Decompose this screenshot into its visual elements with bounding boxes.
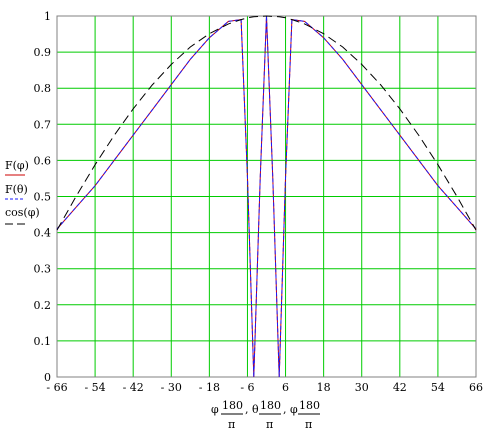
xlabel-den-2: π [266, 418, 273, 431]
series-group [56, 15, 477, 378]
xlabel-num-2: 180 [260, 399, 281, 412]
y-tick-label-8: 0.8 [34, 82, 52, 95]
y-tick-label-10: 1 [44, 10, 51, 23]
y-tick-label-4: 0.4 [34, 227, 52, 240]
x-tick-label-4: - 18 [199, 381, 220, 394]
x-tick-label-5: - 6 [240, 381, 254, 394]
y-tick-label-3: 0.3 [34, 263, 52, 276]
grid [56, 15, 477, 378]
x-axis-label: φ 180 π , θ 180 π , φ 180 π [211, 399, 320, 431]
y-tick-label-2: 0.2 [34, 299, 52, 312]
y-tick-label-6: 0.6 [34, 154, 52, 167]
x-tick-label-8: 30 [355, 381, 369, 394]
series-line-2 [56, 15, 477, 231]
y-tick-label-7: 0.7 [34, 118, 52, 131]
series-line-1 [56, 15, 477, 378]
x-tick-label-2: - 42 [123, 381, 144, 394]
y-tick-label-9: 0.9 [34, 46, 52, 59]
legend-label-0: F(φ) [5, 159, 29, 172]
xlabel-den-1: π [228, 418, 235, 431]
xlabel-var-2: , θ [245, 403, 259, 416]
xlabel-var-3: , φ [283, 403, 298, 416]
legend-label-1: F(θ) [5, 183, 28, 196]
x-tick-label-0: - 66 [46, 381, 67, 394]
xlabel-var-1: φ [211, 403, 219, 416]
y-tick-labels: 0 0.1 0.2 0.3 0.4 0.5 0.6 0.7 0.8 0.9 1 [34, 10, 52, 384]
xlabel-num-3: 180 [299, 399, 320, 412]
x-tick-label-6: 6 [282, 381, 289, 394]
x-tick-label-7: 18 [317, 381, 331, 394]
y-tick-label-0: 0 [44, 371, 51, 384]
x-tick-label-1: - 54 [84, 381, 105, 394]
xlabel-den-3: π [305, 418, 312, 431]
x-tick-label-10: 54 [431, 381, 445, 394]
x-tick-label-9: 42 [393, 381, 407, 394]
y-tick-label-5: 0.5 [34, 191, 52, 204]
legend: F(φ) F(θ) cos(φ) [5, 159, 40, 225]
y-tick-label-1: 0.1 [34, 335, 52, 348]
x-tick-labels: - 66- 54- 42- 30- 18- 6 6 18 30 42 54 66 [46, 381, 483, 394]
x-tick-label-3: - 30 [161, 381, 182, 394]
xlabel-num-1: 180 [222, 399, 243, 412]
legend-label-2: cos(φ) [5, 206, 40, 219]
x-tick-label-11: 66 [469, 381, 483, 394]
